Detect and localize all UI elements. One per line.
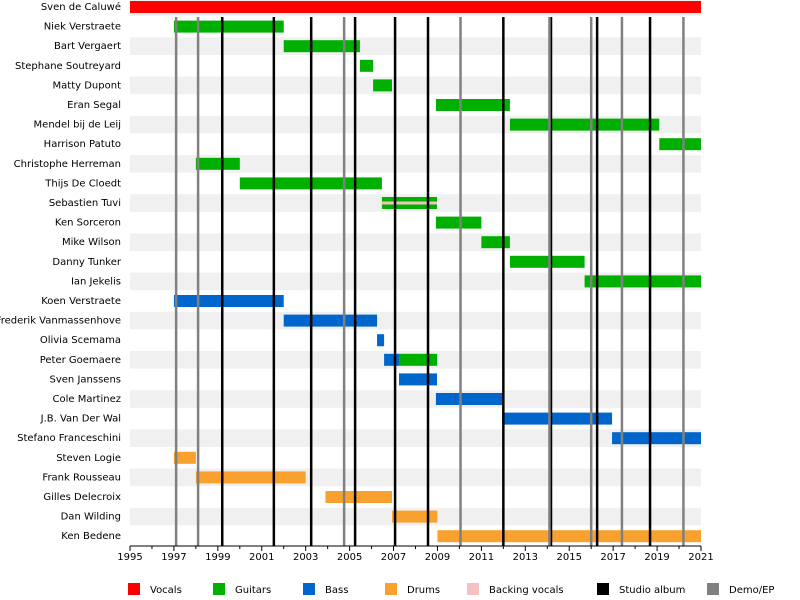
member-bar	[435, 393, 503, 405]
legend-label: Guitars	[235, 585, 271, 596]
member-label: Niek Verstraete	[44, 22, 121, 33]
member-label: Sven Janssens	[50, 374, 121, 385]
legend-swatch	[385, 583, 397, 595]
member-bar	[509, 118, 660, 131]
x-tick-label: 2001	[249, 552, 274, 563]
member-label: Christophe Herreman	[14, 159, 121, 170]
row-stripe	[130, 76, 701, 95]
member-label: Sebastien Tuvi	[49, 198, 121, 209]
member-label: Thijs De Cloedt	[44, 178, 121, 189]
member-bar	[195, 471, 306, 484]
member-bar	[435, 216, 482, 229]
member-bar	[399, 353, 438, 366]
x-tick-label: 2021	[688, 552, 713, 563]
member-label: Ken Sorceron	[55, 218, 121, 229]
member-bar	[509, 255, 585, 268]
member-bar	[130, 1, 701, 13]
x-tick-label: 2019	[644, 552, 669, 563]
member-bar	[481, 236, 510, 249]
legend-swatch	[213, 583, 225, 595]
x-tick-label: 2017	[600, 552, 625, 563]
x-tick-label: 2015	[557, 552, 582, 563]
legend-label: Backing vocals	[489, 585, 564, 596]
member-bar	[659, 138, 701, 151]
member-label: Frank Rousseau	[42, 472, 121, 483]
member-bar	[195, 157, 240, 170]
member-bar	[584, 275, 701, 288]
member-label: Mike Wilson	[62, 237, 121, 248]
member-label: Ian Jekelis	[71, 276, 121, 287]
member-bar	[612, 432, 701, 445]
member-bar	[173, 451, 196, 464]
member-bar	[399, 373, 438, 386]
member-bar	[377, 334, 385, 347]
x-tick-label: 2011	[469, 552, 494, 563]
x-tick-label: 2009	[425, 552, 450, 563]
member-label: Steven Logie	[56, 453, 121, 464]
legend-swatch	[707, 583, 719, 595]
member-label: Peter Goemaere	[40, 355, 121, 366]
member-label: Olivia Scemama	[40, 335, 121, 346]
x-tick-label: 2003	[293, 552, 318, 563]
member-label: Stefano Franceschini	[17, 433, 121, 444]
member-label: Koen Verstraete	[41, 296, 121, 307]
member-label: Cole Martinez	[52, 394, 121, 405]
member-label: Danny Tunker	[52, 257, 121, 268]
legend-swatch	[303, 583, 315, 595]
member-bar	[359, 59, 374, 72]
member-bar	[381, 201, 438, 205]
legend-label: Drums	[407, 585, 440, 596]
member-label: J.B. Van Der Wal	[40, 414, 121, 425]
member-bar	[373, 79, 393, 92]
row-stripe	[130, 311, 701, 330]
legend-label: Bass	[325, 585, 348, 596]
legend-label: Studio album	[619, 585, 685, 596]
member-bar	[283, 40, 360, 53]
row-stripe	[130, 233, 701, 251]
x-tick-label: 2005	[337, 552, 362, 563]
legend-label: Demo/EP	[729, 585, 774, 596]
legend-swatch	[467, 583, 479, 595]
member-label: Ken Bedene	[61, 531, 121, 542]
x-tick-label: 1995	[117, 552, 142, 563]
member-bar	[392, 510, 438, 523]
x-tick-label: 1997	[161, 552, 186, 563]
x-tick-label: 1999	[205, 552, 230, 563]
member-label: Stephane Soutreyard	[15, 61, 121, 72]
member-label: Bart Vergaert	[54, 41, 121, 52]
member-label: Sven de Caluwé	[41, 1, 121, 13]
member-bar	[384, 353, 400, 366]
row-stripe	[130, 37, 701, 55]
member-label: Dan Wilding	[61, 512, 121, 523]
x-tick-label: 2013	[513, 552, 538, 563]
member-label: Gilles Delecroix	[43, 492, 121, 503]
member-label: Eran Segal	[67, 100, 121, 111]
member-bar	[283, 314, 378, 327]
row-stripe	[130, 390, 701, 408]
member-bar	[173, 295, 284, 307]
member-label: Mendel bij de Leij	[34, 120, 121, 131]
legend-label: Vocals	[150, 585, 182, 596]
member-bar	[325, 491, 393, 503]
member-bar	[173, 20, 284, 33]
legend-swatch	[128, 583, 140, 595]
member-bar	[435, 99, 510, 111]
member-label: Matty Dupont	[53, 80, 122, 91]
legend-swatch	[597, 583, 609, 595]
member-label: Frederik Vanmassenhove	[0, 316, 121, 327]
member-bar	[502, 412, 613, 425]
member-bar	[437, 530, 701, 543]
member-label: Harrison Patuto	[44, 139, 121, 150]
x-tick-label: 2007	[381, 552, 406, 563]
